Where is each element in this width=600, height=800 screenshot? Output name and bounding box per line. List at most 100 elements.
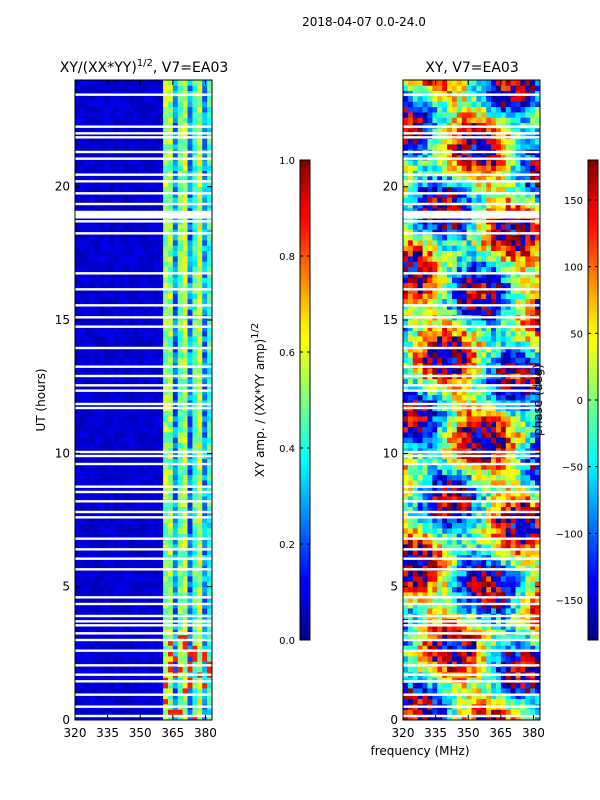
amp-heatmap-cell <box>75 336 81 342</box>
amp-heatmap-cell <box>187 586 193 593</box>
phase-heatmap-cell <box>412 458 419 465</box>
phase-heatmap-cell <box>422 586 428 593</box>
amp-heatmap-cell <box>172 522 179 529</box>
amp-heatmap-cell <box>109 698 115 705</box>
phase-heatmap-cell <box>456 624 463 630</box>
phase-heatmap-cell <box>437 581 443 588</box>
amp-heatmap-cell <box>197 298 203 305</box>
amp-heatmap-cell <box>182 128 188 134</box>
amp-heatmap-cell <box>79 304 86 310</box>
amp-heatmap-cell <box>192 421 198 428</box>
phase-heatmap-cell <box>530 709 536 716</box>
amp-heatmap-cell <box>84 394 91 401</box>
amp-heatmap-cell <box>182 666 188 673</box>
amp-heatmap-cell <box>84 528 91 534</box>
amp-heatmap-cell <box>187 501 193 508</box>
phase-heatmap-cell <box>486 645 492 652</box>
amp-heatmap-cell <box>114 714 120 721</box>
amp-heatmap-cell <box>128 533 135 540</box>
amp-heatmap-cell <box>104 533 110 540</box>
amp-heatmap-cell <box>153 181 159 188</box>
phase-heatmap-cell <box>515 522 521 529</box>
amp-heatmap-cell <box>133 474 139 481</box>
amp-heatmap-cell <box>177 522 184 529</box>
amp-heatmap-cell <box>99 421 105 428</box>
phase-heatmap-cell <box>456 608 463 614</box>
amp-heatmap-cell <box>153 394 159 401</box>
phase-heatmap-cell <box>500 581 507 588</box>
phase-heatmap-cell <box>427 480 433 486</box>
amp-heatmap-cell <box>133 96 139 102</box>
amp-heatmap-cell <box>89 432 95 438</box>
phase-heatmap-cell <box>495 506 502 513</box>
amp-heatmap-cell <box>138 282 144 289</box>
phase-heatmap-cell <box>535 474 541 481</box>
amp-heatmap-cell <box>133 128 139 134</box>
amp-heatmap-cell <box>133 394 139 401</box>
amp-heatmap-cell <box>172 437 179 444</box>
phase-heatmap-cell <box>491 640 497 646</box>
phase-heatmap-cell <box>466 549 472 556</box>
amp-xtick-label: 350 <box>129 726 152 740</box>
amp-heatmap-cell <box>202 144 208 150</box>
amp-heatmap-cell <box>197 437 203 444</box>
amp-heatmap-cell <box>192 202 198 209</box>
amp-heatmap-cell <box>99 144 105 150</box>
amp-heatmap-cell <box>207 245 213 252</box>
amp-heatmap-cell <box>89 517 95 524</box>
amp-heatmap-cell <box>133 714 139 721</box>
amp-heatmap-cell <box>138 394 144 401</box>
phase-heatmap-cell <box>500 549 507 556</box>
amp-heatmap-cell <box>89 645 95 652</box>
amp-heatmap-cell <box>207 298 213 305</box>
amp-heatmap-cell <box>192 378 198 385</box>
amp-heatmap-cell <box>172 165 179 172</box>
amp-heatmap-cell <box>89 693 95 700</box>
amp-heatmap-cell <box>182 368 188 374</box>
amp-heatmap-cell <box>89 384 95 390</box>
amp-heatmap-cell <box>158 186 164 193</box>
phase-heatmap-cell <box>456 570 463 577</box>
phase-heatmap-cell <box>525 581 531 588</box>
amp-heatmap-cell <box>104 368 110 374</box>
amp-heatmap-cell <box>143 645 149 652</box>
phase-heatmap-cell <box>412 512 419 518</box>
phase-heatmap-cell <box>476 570 482 577</box>
phase-heatmap-cell <box>451 485 458 492</box>
amp-heatmap-cell <box>84 336 91 342</box>
amp-heatmap-cell <box>143 202 149 209</box>
phase-heatmap-cell <box>495 549 502 556</box>
amp-heatmap-cell <box>207 261 213 268</box>
phase-heatmap-cell <box>451 656 458 662</box>
amp-heatmap-cell <box>163 512 169 518</box>
phase-heatmap-cell <box>510 608 516 614</box>
amp-heatmap-cell <box>163 437 169 444</box>
amp-heatmap-cell <box>187 144 193 150</box>
amp-heatmap-cell <box>197 581 203 588</box>
amp-heatmap-cell <box>207 304 213 310</box>
amp-heatmap-cell <box>182 384 188 390</box>
amp-heatmap-cell <box>197 192 203 198</box>
amp-heatmap-cell <box>187 304 193 310</box>
amp-heatmap-cell <box>163 522 169 529</box>
amp-heatmap-cell <box>109 181 115 188</box>
phase-heatmap-cell <box>481 693 487 700</box>
phase-heatmap-cell <box>461 538 467 545</box>
amp-heatmap-cell <box>84 256 91 262</box>
amp-heatmap-cell <box>138 560 144 566</box>
amp-heatmap-cell <box>207 608 213 614</box>
phase-heatmap-cell <box>412 538 419 545</box>
amp-heatmap-cell <box>148 421 154 428</box>
amp-heatmap-cell <box>79 517 86 524</box>
phase-heatmap-cell <box>500 474 507 481</box>
amp-heatmap-cell <box>79 368 86 374</box>
amp-heatmap-cell <box>99 698 105 705</box>
amp-heatmap-cell <box>192 186 198 193</box>
phase-heatmap-cell <box>495 485 502 492</box>
amp-heatmap-cell <box>84 709 91 716</box>
amp-heatmap-cell <box>163 490 169 497</box>
phase-heatmap-cell <box>530 474 536 481</box>
amp-heatmap-cell <box>114 197 120 204</box>
phase-heatmap-cell <box>412 464 419 470</box>
phase-heatmap-cell <box>481 714 487 721</box>
